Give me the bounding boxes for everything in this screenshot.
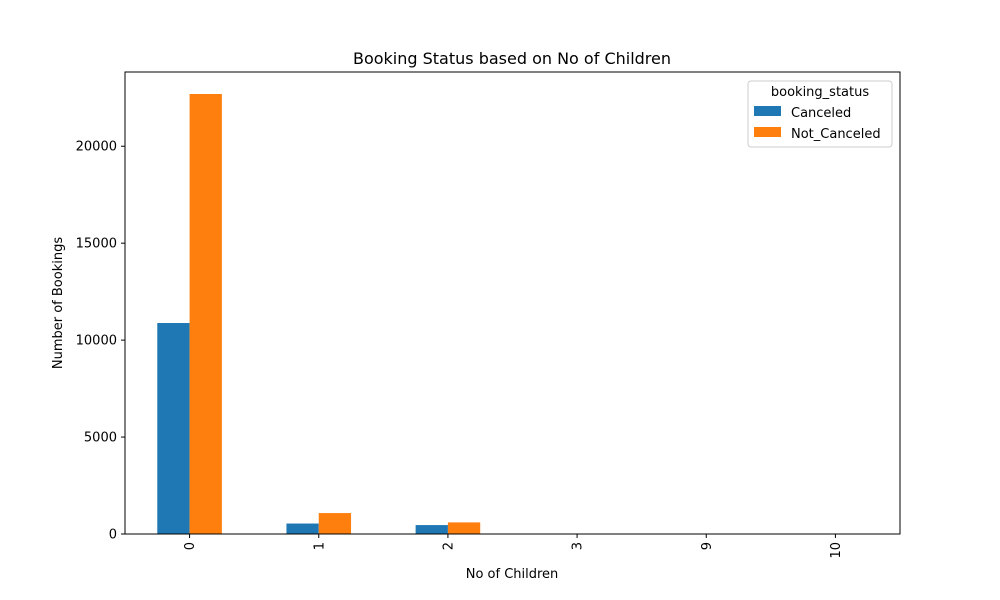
bar-canceled-2 — [415, 525, 448, 534]
x-tick-label: 2 — [441, 542, 456, 550]
y-tick-label: 10000 — [76, 334, 117, 349]
bar-not-canceled-1 — [318, 513, 352, 534]
y-tick-label: 0 — [109, 528, 117, 543]
x-tick-label: 10 — [829, 542, 844, 559]
x-tick-label: 9 — [700, 542, 715, 550]
legend-swatch-canceled — [754, 106, 781, 116]
legend: booking_status Canceled Not_Canceled — [747, 80, 893, 148]
y-tick-label: 20000 — [76, 140, 117, 155]
x-tick-label: 1 — [312, 542, 327, 550]
y-tick-label: 15000 — [76, 237, 117, 252]
x-axis: 0 1 2 3 9 10 — [183, 534, 844, 559]
y-axis-label: Number of Bookings — [51, 237, 66, 369]
bar-canceled-0 — [157, 323, 190, 534]
legend-title: booking_status — [771, 85, 869, 100]
legend-box — [747, 80, 893, 148]
plot-frame — [124, 71, 901, 535]
bar-not-canceled-2 — [447, 522, 481, 534]
legend-label-canceled: Canceled — [791, 106, 851, 121]
chart-title: Booking Status based on No of Children — [353, 49, 671, 68]
x-tick-label: 0 — [183, 542, 198, 550]
bar-not-canceled-0 — [189, 93, 222, 535]
bars-group — [157, 93, 868, 535]
y-tick-label: 5000 — [84, 431, 117, 446]
x-tick-label: 3 — [571, 542, 586, 550]
x-axis-label: No of Children — [466, 567, 559, 582]
bar-canceled-1 — [286, 523, 319, 534]
legend-label-not-canceled: Not_Canceled — [791, 127, 881, 142]
y-axis: 0 5000 10000 15000 20000 — [76, 140, 125, 543]
legend-swatch-not-canceled — [754, 127, 781, 137]
